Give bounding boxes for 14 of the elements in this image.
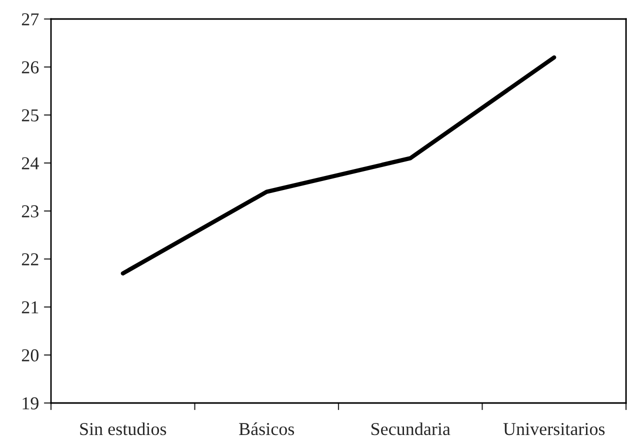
x-tick-label: Universitarios — [503, 423, 605, 436]
y-tick-label: 26 — [22, 61, 39, 74]
y-tick-label: 19 — [22, 397, 38, 410]
y-tick-label: 27 — [22, 13, 39, 26]
y-tick-label: 22 — [22, 253, 38, 266]
x-tick-label: Sin estudios — [80, 422, 166, 436]
y-tick-label: 23 — [22, 205, 38, 218]
y-tick-label: 24 — [22, 157, 39, 170]
x-tick-label: Básicos — [239, 422, 294, 436]
y-tick-label: 20 — [22, 349, 39, 362]
line-series — [120, 55, 556, 276]
x-tick-label: Secundaria — [371, 422, 450, 436]
y-tick-label: 25 — [22, 109, 38, 122]
y-tick-label: 21 — [22, 301, 38, 314]
